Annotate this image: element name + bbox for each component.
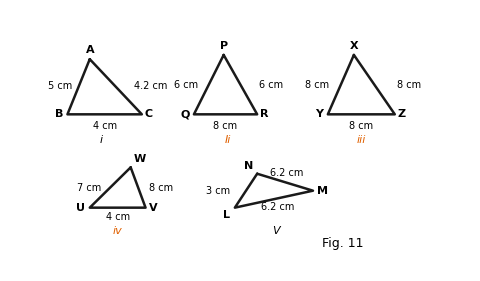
Text: W: W	[133, 154, 146, 164]
Text: Y: Y	[315, 109, 323, 119]
Text: iii: iii	[357, 135, 366, 145]
Text: 4 cm: 4 cm	[106, 212, 130, 222]
Text: U: U	[76, 203, 85, 213]
Text: C: C	[145, 109, 153, 119]
Text: 4.2 cm: 4.2 cm	[134, 81, 168, 91]
Text: N: N	[244, 160, 253, 171]
Text: 4 cm: 4 cm	[93, 121, 117, 131]
Text: 6 cm: 6 cm	[173, 80, 198, 90]
Text: X: X	[349, 41, 358, 51]
Text: 3 cm: 3 cm	[206, 186, 230, 196]
Text: Q: Q	[180, 109, 190, 119]
Text: Z: Z	[398, 109, 406, 119]
Text: 8 cm: 8 cm	[214, 121, 238, 131]
Text: 6 cm: 6 cm	[259, 80, 283, 90]
Text: B: B	[55, 109, 64, 119]
Text: iv: iv	[113, 226, 122, 236]
Text: V: V	[272, 226, 279, 236]
Text: Fig. 11: Fig. 11	[322, 237, 363, 250]
Text: P: P	[220, 41, 228, 51]
Text: 5 cm: 5 cm	[48, 81, 72, 91]
Text: 8 cm: 8 cm	[305, 80, 329, 90]
Text: M: M	[317, 186, 328, 196]
Text: V: V	[148, 203, 157, 213]
Text: 6.2 cm: 6.2 cm	[270, 168, 304, 178]
Text: Ii: Ii	[224, 135, 230, 145]
Text: L: L	[223, 210, 230, 220]
Text: 8 cm: 8 cm	[148, 183, 173, 192]
Text: 8 cm: 8 cm	[396, 80, 421, 90]
Text: 8 cm: 8 cm	[349, 121, 373, 131]
Text: A: A	[85, 45, 94, 55]
Text: i: i	[99, 135, 103, 145]
Text: 6.2 cm: 6.2 cm	[261, 202, 294, 212]
Text: 7 cm: 7 cm	[77, 183, 101, 192]
Text: R: R	[260, 109, 269, 119]
